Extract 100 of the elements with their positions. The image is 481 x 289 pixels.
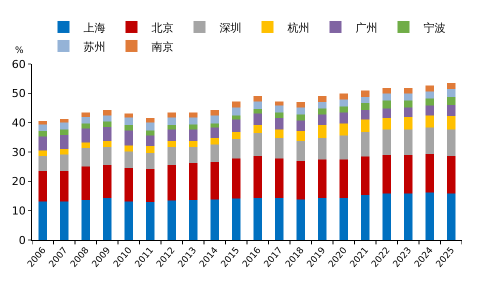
y-tick-label: 60 (12, 58, 26, 71)
y-tick-label: 0 (18, 234, 26, 247)
bar (404, 117, 413, 130)
y-tick-label: 50 (12, 87, 26, 100)
bar (210, 128, 220, 138)
bar (339, 106, 348, 113)
bar (360, 90, 370, 97)
bar (124, 202, 134, 240)
bar (81, 128, 90, 143)
bar (102, 110, 112, 116)
bar (360, 103, 370, 110)
bar (404, 88, 413, 94)
bar (81, 117, 90, 124)
bar (188, 124, 198, 130)
bar (167, 147, 176, 165)
bar (81, 166, 90, 200)
y-tick-label: 40 (12, 116, 26, 130)
bar (60, 149, 69, 154)
bar (446, 116, 456, 130)
bar (188, 112, 198, 118)
bar (232, 158, 241, 199)
bar (102, 140, 112, 148)
bar (38, 156, 48, 171)
bar (446, 96, 456, 105)
bar (339, 159, 348, 198)
bar (318, 114, 327, 126)
bar (404, 93, 413, 100)
bar (339, 93, 348, 100)
bar (38, 150, 48, 156)
bar (60, 118, 69, 122)
bar (296, 140, 306, 162)
bar (38, 202, 48, 240)
bar (382, 129, 392, 155)
bar (425, 92, 434, 99)
bar (339, 123, 348, 136)
bar (146, 146, 155, 154)
y-axis-title: % (15, 46, 24, 56)
bar (188, 118, 198, 125)
bar (38, 121, 48, 124)
legend-label: 苏州 (84, 40, 106, 54)
bar (232, 108, 241, 116)
bar (60, 170, 69, 202)
bar (318, 159, 327, 198)
bar (81, 142, 90, 148)
bar (253, 125, 262, 133)
bar (404, 129, 413, 155)
bar (446, 193, 456, 240)
legend-label: 广州 (356, 21, 378, 34)
bar (167, 140, 176, 148)
bar (382, 108, 392, 118)
bar (60, 202, 69, 240)
bar (382, 154, 392, 194)
bar (188, 162, 198, 200)
bar (382, 118, 392, 130)
bar (339, 136, 348, 160)
bar (102, 147, 112, 165)
bar (425, 128, 434, 154)
bar (274, 158, 284, 198)
bar (232, 116, 241, 120)
bar (38, 136, 48, 151)
legend-label: 深圳 (220, 21, 242, 34)
bar (404, 107, 413, 118)
bar (232, 132, 241, 140)
bar (253, 101, 262, 110)
bar (425, 106, 434, 116)
bar (146, 136, 155, 146)
bar (210, 200, 220, 240)
bar (339, 112, 348, 124)
bar (102, 126, 112, 141)
y-tick-label: 30 (12, 146, 26, 159)
bar (360, 195, 370, 240)
bar (102, 198, 112, 240)
bar (446, 156, 456, 194)
bar (102, 164, 112, 198)
bar (146, 153, 155, 170)
bar (274, 129, 284, 138)
bar (210, 123, 220, 128)
bar (146, 122, 155, 130)
bar (60, 134, 69, 150)
bar (167, 118, 176, 126)
bar (360, 132, 370, 157)
bar (232, 198, 241, 240)
bar (232, 120, 241, 132)
bar (360, 110, 370, 120)
y-tick-label: 10 (12, 204, 26, 218)
bar (318, 96, 327, 102)
bar (253, 114, 262, 126)
bar (382, 93, 392, 100)
bar (210, 138, 220, 144)
bar (339, 99, 348, 107)
bar (167, 164, 176, 200)
bar (274, 118, 284, 130)
bar (210, 115, 220, 124)
bar (232, 139, 241, 158)
bar (124, 145, 134, 152)
y-tick-label: 20 (12, 175, 26, 188)
bar (232, 101, 241, 108)
bar (38, 124, 48, 132)
bar (446, 129, 456, 156)
bar (318, 198, 327, 240)
